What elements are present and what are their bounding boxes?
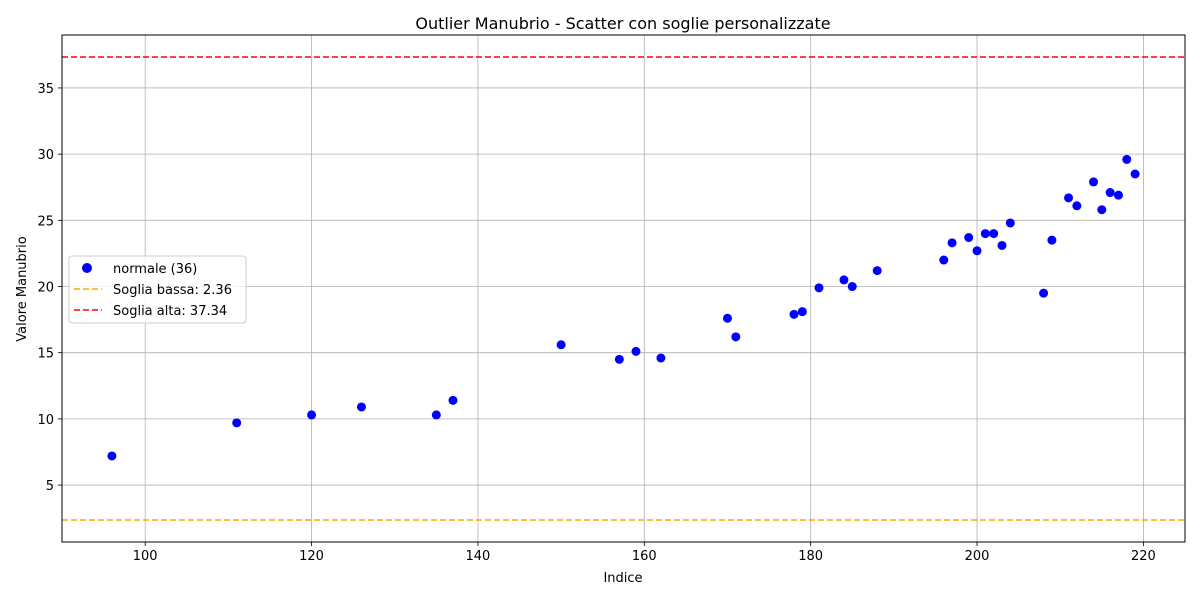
data-point: [107, 451, 117, 461]
data-point: [656, 353, 666, 363]
data-point: [872, 266, 882, 276]
y-tick-label: 35: [37, 82, 54, 97]
legend-marker-normale: [82, 263, 92, 273]
data-point: [1097, 205, 1107, 215]
y-tick-label: 5: [46, 479, 54, 494]
legend-label-soglia-alta: Soglia alta: 37.34: [113, 304, 227, 319]
data-point: [814, 283, 824, 293]
data-point: [631, 346, 641, 356]
legend: normale (36) Soglia bassa: 2.36 Soglia a…: [68, 255, 247, 324]
data-point: [307, 410, 317, 420]
x-tick-label: 220: [1131, 549, 1156, 564]
x-tick-label: 160: [632, 549, 657, 564]
data-point: [431, 410, 441, 420]
y-tick-label: 20: [37, 281, 54, 296]
data-point: [614, 354, 624, 364]
data-point: [997, 240, 1007, 250]
legend-label-soglia-bassa: Soglia bassa: 2.36: [113, 283, 232, 298]
data-point: [1064, 193, 1074, 203]
data-point: [1005, 218, 1015, 228]
data-point: [789, 309, 799, 319]
data-point: [722, 313, 732, 323]
x-tick-label: 120: [299, 549, 324, 564]
x-tick-label: 140: [466, 549, 491, 564]
data-point: [847, 282, 857, 292]
data-point: [964, 233, 974, 243]
y-axis-ticks: 5 10 15 20 25 30 35: [37, 82, 62, 494]
legend-box: [68, 255, 247, 324]
chart-title: Outlier Manubrio - Scatter con soglie pe…: [415, 14, 830, 33]
data-point: [448, 395, 458, 405]
x-tick-label: 180: [798, 549, 823, 564]
grid-lines: [62, 35, 1185, 542]
y-tick-label: 25: [37, 214, 54, 229]
data-point: [556, 340, 566, 350]
plot-frame: [61, 34, 1186, 543]
y-axis-label: Valore Manubrio: [15, 236, 30, 341]
legend-label-normale: normale (36): [113, 262, 197, 277]
x-axis-label: Indice: [603, 571, 642, 586]
x-tick-label: 100: [133, 549, 158, 564]
data-point: [972, 246, 982, 256]
data-point: [1105, 188, 1115, 198]
data-point: [1047, 235, 1057, 245]
data-point: [947, 238, 957, 248]
y-tick-label: 15: [37, 347, 54, 362]
data-point: [797, 307, 807, 317]
data-point: [989, 229, 999, 239]
data-point: [1088, 177, 1098, 187]
data-point: [356, 402, 366, 412]
data-point: [839, 275, 849, 285]
data-point: [232, 418, 242, 428]
data-point: [1039, 288, 1049, 298]
x-tick-label: 200: [965, 549, 990, 564]
data-point: [731, 332, 741, 342]
threshold-lines: [62, 56, 1185, 521]
x-axis-ticks: 100 120 140 160 180 200 220: [133, 542, 1156, 564]
data-point: [1122, 154, 1132, 164]
data-point: [1130, 169, 1140, 179]
data-point: [1113, 190, 1123, 200]
data-point: [939, 255, 949, 265]
y-tick-label: 10: [37, 413, 54, 428]
y-tick-label: 30: [37, 148, 54, 163]
data-point: [980, 229, 990, 239]
data-points: [107, 154, 1140, 461]
data-point: [1072, 201, 1082, 211]
